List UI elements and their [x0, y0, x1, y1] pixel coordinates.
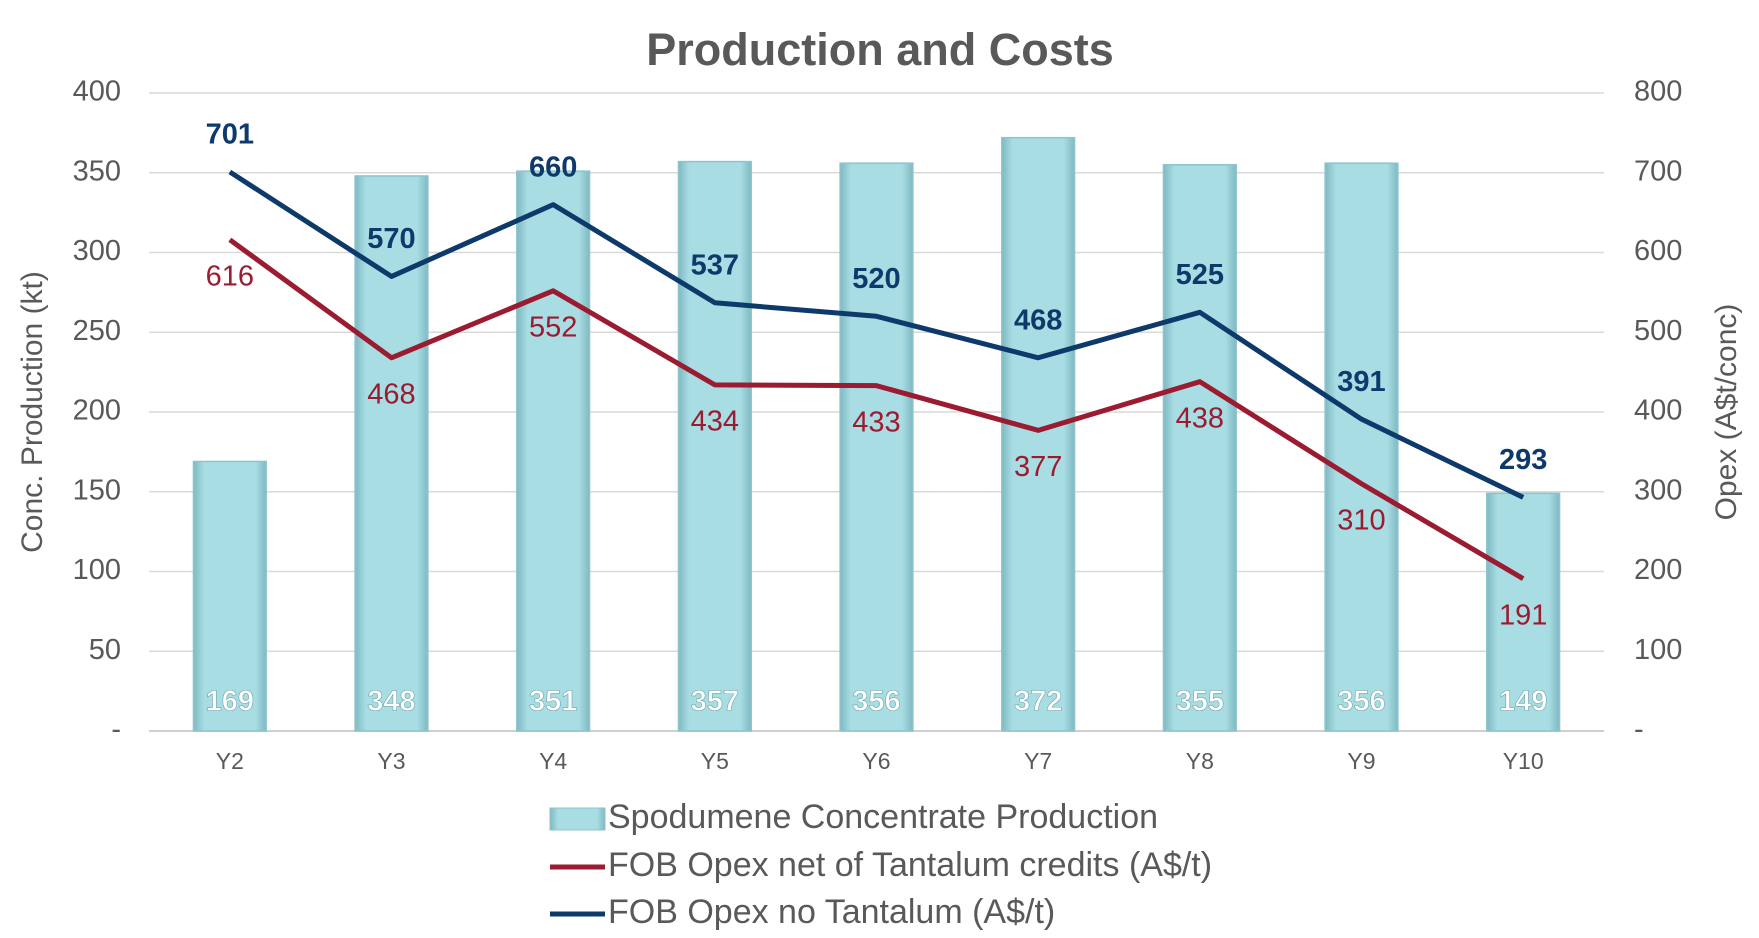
x-tick-label: Y5: [701, 748, 729, 774]
y-axis-title: Conc. Production (kt): [16, 271, 49, 553]
y2-tick-label: 200: [1634, 554, 1682, 586]
y-tick-label: 400: [73, 76, 121, 108]
y-tick-label: 350: [73, 155, 121, 187]
y2-tick-label: 800: [1634, 76, 1682, 108]
y-tick-label: 250: [73, 315, 121, 347]
y-tick-label: 100: [73, 554, 121, 586]
data-label: 537: [691, 249, 739, 281]
legend-swatch: [549, 807, 606, 831]
bar-label: 149: [1499, 686, 1547, 718]
line: [228, 237, 1525, 581]
y-tick-label: 200: [73, 395, 121, 427]
chart-title: Production and Costs: [646, 24, 1114, 75]
data-label: 525: [1176, 259, 1224, 291]
x-tick-label: Y8: [1186, 748, 1214, 774]
data-label: 468: [1014, 304, 1062, 336]
line: [228, 169, 1525, 500]
data-label: 552: [529, 311, 577, 343]
bar-label: 356: [1337, 686, 1385, 718]
y2-tick-label: -: [1634, 714, 1644, 746]
data-label: 433: [852, 406, 900, 438]
data-label: 434: [691, 406, 739, 438]
data-label: 293: [1499, 444, 1547, 476]
legend-label: Spodumene Concentrate Production: [608, 798, 1158, 836]
bar: [677, 160, 752, 732]
y-tick-label: -: [111, 714, 121, 746]
bar-label: 348: [367, 686, 415, 718]
data-label: 660: [529, 151, 577, 183]
x-tick-label: Y4: [539, 748, 567, 774]
data-label: 520: [852, 263, 900, 295]
bar: [1162, 164, 1237, 732]
x-tick-label: Y6: [862, 748, 890, 774]
data-label: 377: [1014, 451, 1062, 483]
legend-label: FOB Opex no Tantalum (A$/t): [608, 893, 1055, 931]
y2-tick-label: 300: [1634, 474, 1682, 506]
bar-label: 356: [852, 686, 900, 718]
data-label: 310: [1337, 504, 1385, 536]
legend-label: FOB Opex net of Tantalum credits (A$/t): [608, 846, 1212, 884]
y-tick-label: 150: [73, 474, 121, 506]
x-tick-label: Y9: [1347, 748, 1375, 774]
bar: [839, 162, 914, 732]
y2-tick-label: 400: [1634, 395, 1682, 427]
data-label: 570: [367, 223, 415, 255]
y2-tick-label: 600: [1634, 235, 1682, 267]
y-tick-label: 300: [73, 235, 121, 267]
bar: [1001, 136, 1076, 732]
bar: [1324, 162, 1399, 732]
data-label: 701: [206, 119, 254, 151]
y2-tick-label: 700: [1634, 155, 1682, 187]
bar: [1486, 492, 1561, 732]
data-label: 616: [206, 260, 254, 292]
bar-label: 355: [1176, 686, 1224, 718]
bar: [516, 170, 591, 732]
y2-axis-title: Opex (A$t/conc): [1710, 304, 1743, 521]
y2-tick-label: 500: [1634, 315, 1682, 347]
x-tick-label: Y3: [377, 748, 405, 774]
data-label: 191: [1499, 599, 1547, 631]
bar-label: 351: [529, 686, 577, 718]
y-tick-label: 50: [89, 634, 121, 666]
bar: [354, 175, 429, 732]
bar-label: 372: [1014, 686, 1062, 718]
x-tick-label: Y2: [216, 748, 244, 774]
data-label: 468: [367, 378, 415, 410]
bar-label: 357: [691, 686, 739, 718]
data-label: 438: [1176, 402, 1224, 434]
bar: [192, 460, 267, 732]
x-tick-label: Y7: [1024, 748, 1052, 774]
x-tick-label: Y10: [1503, 748, 1544, 774]
bar-label: 169: [206, 686, 254, 718]
y2-tick-label: 100: [1634, 634, 1682, 666]
data-label: 391: [1337, 366, 1385, 398]
